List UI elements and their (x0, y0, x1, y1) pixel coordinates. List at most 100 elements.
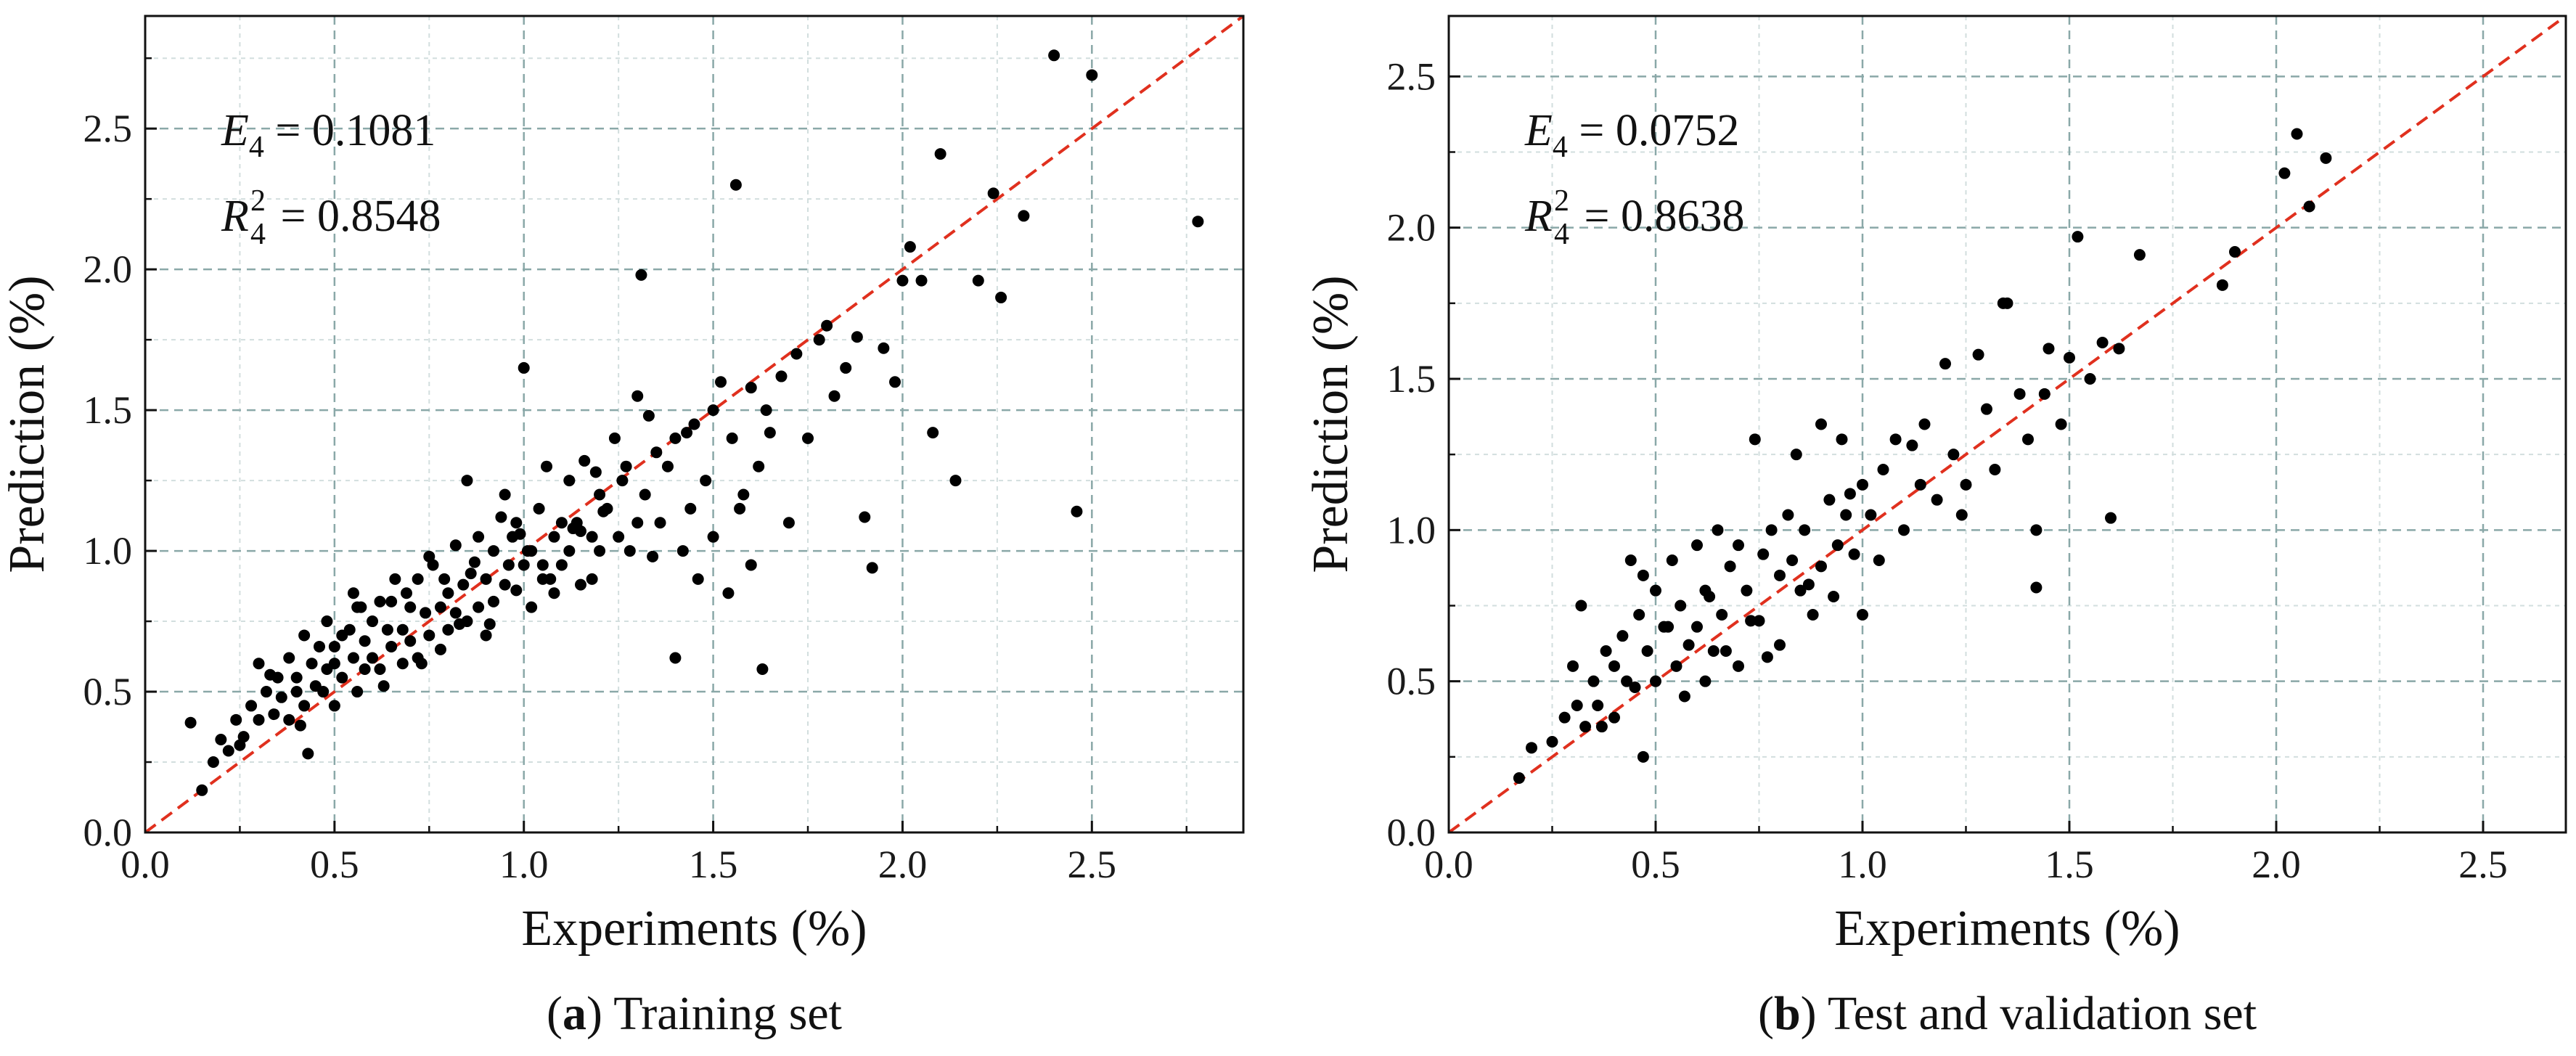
scatter-point (423, 629, 436, 642)
scatter-point (2055, 418, 2067, 430)
scatter-point (563, 545, 576, 557)
scatter-point (510, 584, 523, 597)
scatter-point (2030, 581, 2043, 594)
scatter-point (396, 658, 409, 670)
scatter-point (1914, 478, 1926, 491)
x-tick-label: 2.5 (2458, 843, 2508, 886)
scatter-point (790, 348, 803, 360)
scatter-point (1526, 742, 1537, 754)
scatter-point (521, 545, 533, 557)
scatter-point (616, 475, 629, 487)
scatter-point (681, 427, 693, 439)
x-tick-label: 2.5 (1068, 843, 1117, 886)
scatter-point (487, 545, 499, 557)
scatter-point (1823, 494, 1836, 506)
scatter-point (294, 719, 306, 732)
scatter-point (896, 274, 909, 287)
scatter-point (533, 502, 545, 515)
scatter-point (2320, 152, 2332, 164)
scatter-point (1048, 49, 1060, 62)
scatter-point (518, 361, 530, 374)
annotation-subscript: 4 (1553, 131, 1568, 164)
annotation-value: = 0.1081 (264, 106, 436, 155)
scatter-point (1955, 509, 1968, 521)
scatter-point (608, 432, 621, 444)
scatter-point (1774, 639, 1786, 651)
scatter-point (586, 573, 598, 585)
scatter-point (1608, 660, 1620, 672)
caption-text: ) Test and validation set (1801, 987, 2257, 1040)
scatter-point (1513, 772, 1525, 784)
scatter-point (650, 446, 663, 459)
scatter-point (1981, 403, 1992, 415)
scatter-point (234, 739, 246, 751)
scatter-point (374, 663, 386, 675)
scatter-point (343, 623, 356, 636)
scatter-point (995, 291, 1007, 303)
scatter-point (268, 708, 280, 721)
scatter-point (1608, 711, 1620, 724)
scatter-point (298, 629, 311, 642)
scatter-point (840, 361, 852, 374)
scatter-point (1918, 418, 1931, 430)
scatter-point (859, 511, 871, 523)
scatter-point (412, 573, 424, 585)
scatter-point (631, 517, 644, 529)
annotation-superscript: 2 (1554, 184, 1569, 218)
scatter-point (1840, 509, 1852, 521)
y-tick-label: 1.0 (83, 529, 133, 573)
scatter-point (423, 550, 436, 562)
scatter-point (756, 663, 769, 675)
scatter-point (541, 460, 553, 472)
scatter-point (1546, 736, 1558, 748)
scatter-point (1595, 721, 1608, 733)
scatter-point (707, 531, 719, 543)
scatter-point (480, 629, 492, 642)
scatter-point (1931, 494, 1943, 506)
scatter-point (1865, 509, 1877, 521)
scatter-point (1989, 464, 2001, 475)
scatter-point (374, 595, 386, 607)
scatter-point (2013, 388, 2026, 400)
scatter-point (1786, 554, 1799, 566)
scatter-point (1972, 348, 1984, 361)
scatter-point (404, 635, 417, 647)
scatter-point (828, 390, 841, 402)
caption-text: ) Training set (586, 987, 842, 1040)
scatter-point (1782, 509, 1794, 521)
scatter-point (1939, 358, 1951, 370)
x-tick-label: 0.0 (120, 843, 170, 886)
scatter-point (1691, 621, 1703, 633)
scatter-point (821, 319, 833, 332)
y-tick-labels: 0.0 0.5 1.0 1.5 2.0 2.5 (1387, 54, 1436, 854)
scatter-point (1828, 591, 1840, 602)
annotation-symbol: R (1524, 192, 1553, 241)
scatter-point (328, 658, 340, 670)
scatter-point (1724, 560, 1736, 573)
scatter-point (1579, 721, 1592, 733)
scatter-point (1678, 690, 1690, 703)
caption-open: ( (547, 987, 563, 1040)
scatter-point (1947, 449, 1960, 461)
scatter-point (745, 382, 757, 394)
scatter-point (473, 531, 485, 543)
scatter-point (623, 545, 636, 557)
scatter-point (321, 615, 333, 628)
scatter-point (260, 686, 272, 698)
scatter-point (594, 488, 606, 501)
scatter-point (1790, 449, 1802, 461)
x-tick-label: 1.0 (1838, 843, 1887, 886)
scatter-point (813, 334, 825, 346)
scatter-point (700, 475, 712, 487)
caption-letter: b (1774, 987, 1801, 1040)
scatter-point (359, 635, 371, 647)
scatter-point (548, 587, 560, 599)
scatter-point (298, 700, 311, 712)
scatter-point (2278, 167, 2291, 179)
scatter-point (684, 502, 697, 515)
scatter-point (328, 700, 340, 712)
scatter-point (2038, 388, 2050, 400)
scatter-point (1621, 675, 1633, 687)
scatter-point (972, 274, 984, 287)
scatter-point (415, 658, 428, 670)
